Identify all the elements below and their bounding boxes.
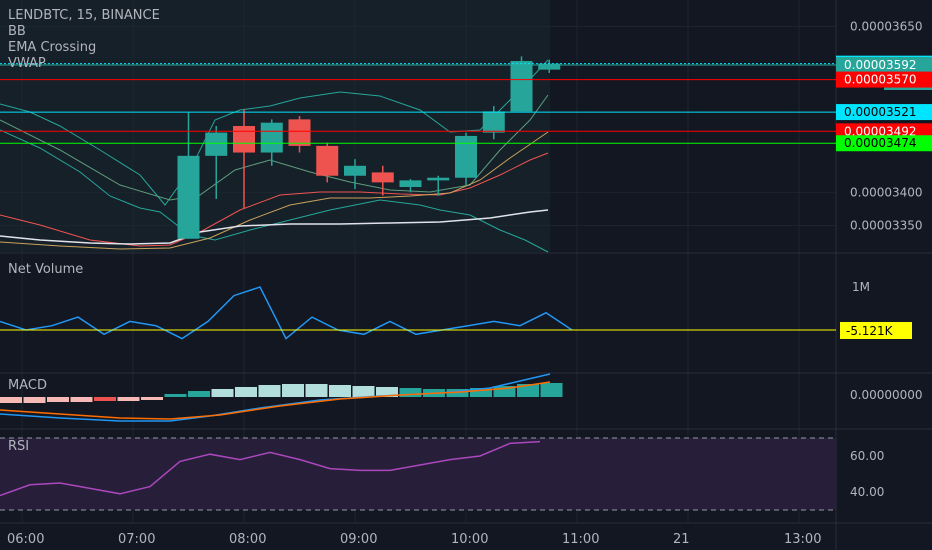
macd-histogram-bar xyxy=(305,384,328,397)
price-level-tag xyxy=(836,104,932,121)
price-tick-label: 0.00003400 xyxy=(850,185,923,199)
macd-histogram-bar xyxy=(117,397,140,401)
net-volume-title[interactable]: Net Volume xyxy=(8,262,84,277)
price-level-label: 0.00003474 xyxy=(844,136,917,150)
macd-histogram-bar xyxy=(470,388,492,397)
macd-histogram-bar xyxy=(517,384,539,397)
price-tick-label: 0.00003350 xyxy=(850,218,923,232)
legend: LENDBTC, 15, BINANCE BB EMA Crossing VWA… xyxy=(8,8,160,72)
macd-histogram-bar xyxy=(329,385,351,397)
candle-body xyxy=(455,135,477,178)
candle-body xyxy=(482,111,505,133)
macd-histogram-bar xyxy=(258,385,281,397)
macd-histogram-bar xyxy=(70,397,93,402)
indicator-ema-label[interactable]: EMA Crossing xyxy=(8,40,97,55)
price-level-tag xyxy=(836,135,932,152)
vwap-line xyxy=(0,209,549,245)
rsi-line xyxy=(0,440,541,497)
rsi-tick-label: 60.00 xyxy=(850,449,884,463)
macd-histogram-bar xyxy=(164,394,187,397)
macd-histogram-bar xyxy=(376,387,398,397)
candle-body xyxy=(371,172,394,183)
time-axis-label: 09:00 xyxy=(340,532,377,547)
candle-body xyxy=(316,145,339,176)
macd-signal-line xyxy=(0,381,551,420)
macd-histogram-bar xyxy=(540,383,563,397)
macd-histogram-bar xyxy=(235,387,257,397)
time-axis-label: 07:00 xyxy=(118,532,155,547)
bb-basis-line xyxy=(0,94,549,201)
price-level-label: 0.00003592 xyxy=(844,58,917,72)
candle-body xyxy=(510,61,533,112)
macd-histogram-bar xyxy=(23,397,46,403)
candle-body xyxy=(260,122,283,153)
macd-histogram-bar xyxy=(0,397,22,403)
macd-tick-label: 0.00000000 xyxy=(850,388,923,402)
ema-slow-line xyxy=(0,131,549,250)
macd-histogram-bar xyxy=(188,391,210,397)
time-axis-label: 06:00 xyxy=(7,532,44,547)
candle-body xyxy=(177,155,200,239)
price-tick-label: 0.00003650 xyxy=(850,20,923,34)
price-level-label: 0.00003570 xyxy=(844,73,917,87)
macd-histogram-bar xyxy=(446,389,469,397)
time-axis-label: 10:00 xyxy=(451,532,488,547)
indicator-bb-label[interactable]: BB xyxy=(8,24,26,39)
macd-histogram-bar xyxy=(493,386,516,397)
rsi-tick-label: 40.00 xyxy=(850,485,884,499)
rsi-title[interactable]: RSI xyxy=(8,439,30,454)
candle-body xyxy=(288,119,311,146)
net-volume-tick-label: 1M xyxy=(852,280,870,294)
bb-upper-line xyxy=(0,59,549,206)
macd-histogram-bar xyxy=(94,397,116,401)
net-volume-line xyxy=(0,286,573,340)
macd-histogram-bar xyxy=(282,384,304,397)
symbol-label[interactable]: LENDBTC, 15, BINANCE xyxy=(8,8,160,23)
candle-body xyxy=(344,165,366,176)
macd-histogram-bar xyxy=(47,397,69,402)
net-volume-value-tag xyxy=(840,322,912,339)
net-volume-value-label: -5.121K xyxy=(846,324,894,338)
time-axis-label: 13:00 xyxy=(784,532,821,547)
macd-line xyxy=(0,373,551,422)
candle-body xyxy=(205,132,228,156)
time-axis-label: 11:00 xyxy=(562,532,599,547)
macd-title[interactable]: MACD xyxy=(8,378,47,393)
candle-body xyxy=(538,63,561,70)
time-axis-label: 08:00 xyxy=(229,532,266,547)
indicator-vwap-label[interactable]: VWAP xyxy=(8,56,46,71)
time-axis-label: 21 xyxy=(673,532,690,547)
candle-body xyxy=(399,180,422,188)
macd-histogram-bar xyxy=(141,397,163,400)
macd-histogram-bar xyxy=(211,389,234,397)
rsi-band-fill xyxy=(0,438,836,510)
macd-histogram-bar xyxy=(352,386,375,397)
candle-body xyxy=(427,177,450,181)
price-level-tag xyxy=(836,71,932,88)
macd-histogram-bar xyxy=(399,388,422,397)
candle-body xyxy=(233,126,255,153)
price-level-label: 0.00003521 xyxy=(844,105,917,119)
price-level-tag xyxy=(836,56,932,73)
price-level-label: 0.00003492 xyxy=(844,124,917,138)
